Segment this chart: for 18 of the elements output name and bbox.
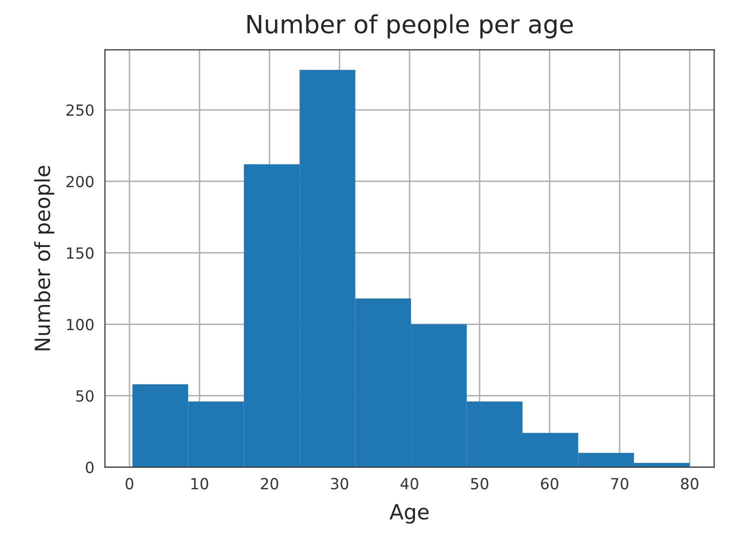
x-tick-label: 20 xyxy=(260,478,278,490)
x-tick-label: 60 xyxy=(540,478,558,490)
y-axis-title: Number of people xyxy=(34,166,54,350)
x-tick-label: 0 xyxy=(126,478,134,490)
y-tick-label: 0 xyxy=(86,462,94,474)
x-axis-title: Age xyxy=(390,504,429,524)
x-tick-label: 10 xyxy=(191,478,208,490)
y-tick-label: 150 xyxy=(67,247,94,259)
x-tick-label: 70 xyxy=(611,478,628,490)
y-tick-label: 50 xyxy=(76,390,94,402)
y-tick-label: 200 xyxy=(66,176,94,188)
y-tick-label: 100 xyxy=(67,318,94,330)
chart-title: Number of people per age xyxy=(247,14,573,38)
x-tick-label: 30 xyxy=(330,478,348,490)
y-tick-label: 250 xyxy=(66,104,94,116)
x-tick-label: 40 xyxy=(400,478,418,490)
x-tick-label: 50 xyxy=(471,478,488,490)
x-tick-label: 80 xyxy=(680,478,698,490)
